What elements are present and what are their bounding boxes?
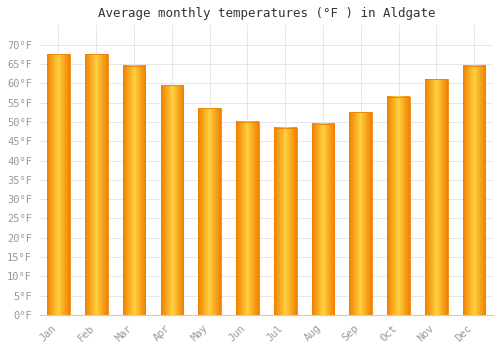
- Bar: [47, 54, 70, 315]
- Bar: [387, 97, 410, 315]
- Bar: [85, 54, 108, 315]
- Bar: [274, 128, 296, 315]
- Bar: [425, 79, 448, 315]
- Bar: [198, 108, 221, 315]
- Bar: [160, 85, 183, 315]
- Bar: [236, 122, 259, 315]
- Title: Average monthly temperatures (°F ) in Aldgate: Average monthly temperatures (°F ) in Al…: [98, 7, 435, 20]
- Bar: [350, 112, 372, 315]
- Bar: [463, 66, 485, 315]
- Bar: [312, 124, 334, 315]
- Bar: [122, 66, 146, 315]
